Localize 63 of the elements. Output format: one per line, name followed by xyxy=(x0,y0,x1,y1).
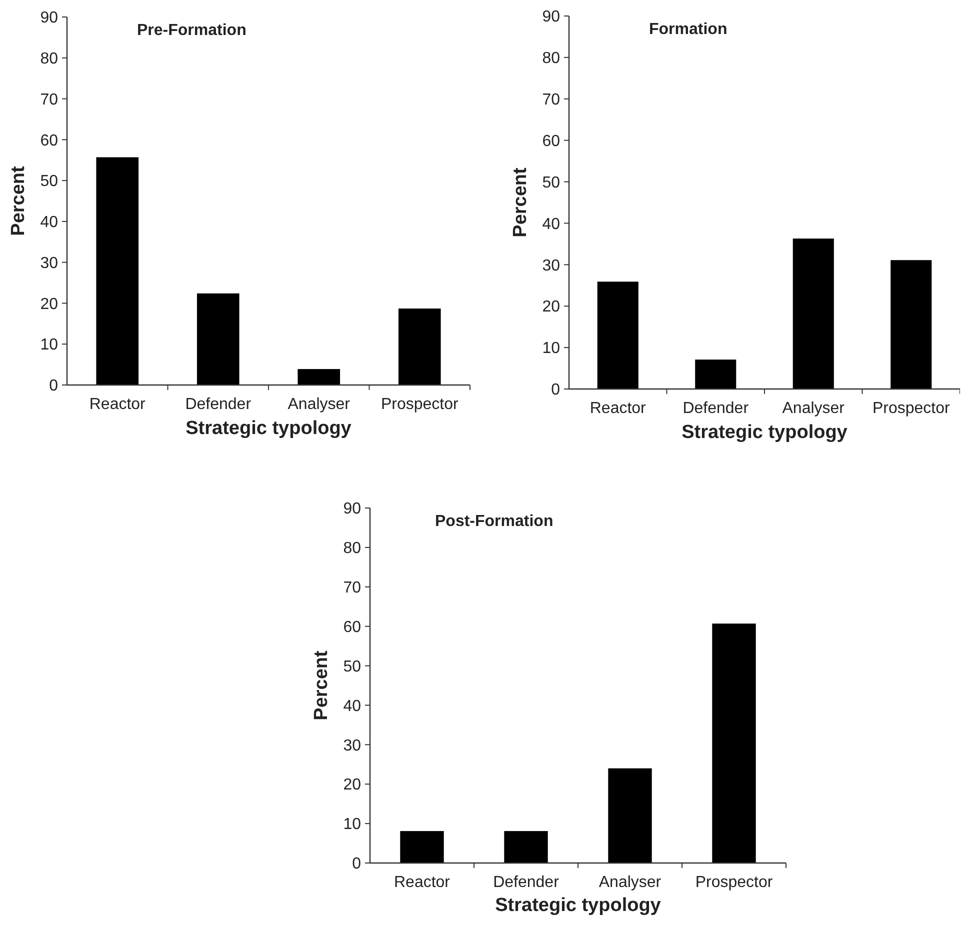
y-tick-label: 50 xyxy=(40,173,58,190)
bar xyxy=(196,293,240,385)
x-tick-label: Reactor xyxy=(394,874,451,891)
y-tick-label: 20 xyxy=(542,298,560,316)
y-tick-label: 0 xyxy=(352,856,362,873)
x-tick-label: Analyser xyxy=(288,396,351,413)
y-tick-label: 30 xyxy=(40,254,58,272)
y-axis-title: Percent xyxy=(311,650,332,720)
y-tick-label: 40 xyxy=(542,216,560,233)
y-tick-label: 20 xyxy=(343,776,362,794)
bar xyxy=(792,238,834,389)
y-tick-label: 90 xyxy=(40,10,58,27)
y-tick-label: 10 xyxy=(40,336,58,354)
y-tick-label: 80 xyxy=(40,50,58,68)
bar xyxy=(96,157,139,385)
x-tick-label: Analyser xyxy=(598,874,662,891)
x-tick-label: Defender xyxy=(682,400,750,417)
y-tick-label: 30 xyxy=(542,257,560,274)
y-tick-label: 80 xyxy=(542,50,560,68)
x-tick-label: Prospector xyxy=(695,874,774,891)
y-tick-label: 10 xyxy=(542,340,560,358)
y-tick-label: 60 xyxy=(343,618,362,636)
y-tick-label: 50 xyxy=(542,174,560,192)
x-axis-title: Strategic typology xyxy=(682,422,848,443)
bar xyxy=(400,831,444,863)
bar xyxy=(504,831,548,863)
chart-title: Formation xyxy=(649,21,728,38)
y-tick-label: 40 xyxy=(343,698,362,715)
bar xyxy=(695,360,736,389)
y-tick-label: 40 xyxy=(40,214,58,232)
y-tick-label: 0 xyxy=(551,382,560,399)
bar xyxy=(298,369,340,385)
x-axis-title: Strategic typology xyxy=(186,418,352,439)
bar xyxy=(608,768,652,863)
x-axis-title: Strategic typology xyxy=(495,895,662,916)
y-tick-label: 90 xyxy=(343,500,362,518)
x-tick-label: Prospector xyxy=(872,400,950,417)
y-tick-label: 50 xyxy=(343,658,362,676)
y-tick-label: 60 xyxy=(542,132,560,150)
y-tick-label: 70 xyxy=(542,91,560,108)
x-tick-label: Analyser xyxy=(782,400,846,417)
chart-title: Post-Formation xyxy=(435,513,554,530)
y-tick-label: 80 xyxy=(343,540,362,558)
bar xyxy=(597,282,638,389)
x-tick-label: Prospector xyxy=(380,396,459,413)
y-tick-label: 30 xyxy=(343,737,362,754)
x-tick-label: Defender xyxy=(493,874,560,891)
y-tick-label: 20 xyxy=(40,296,58,313)
x-tick-label: Reactor xyxy=(89,396,146,413)
y-tick-label: 70 xyxy=(40,91,58,108)
x-tick-label: Reactor xyxy=(590,400,647,417)
y-axis-title: Percent xyxy=(510,166,531,238)
chart-title: Pre-Formation xyxy=(137,22,246,39)
y-tick-label: 60 xyxy=(40,132,58,150)
y-tick-label: 0 xyxy=(49,378,58,395)
bar xyxy=(712,624,756,863)
y-tick-label: 90 xyxy=(542,8,560,26)
y-tick-label: 10 xyxy=(343,816,362,834)
y-tick-label: 70 xyxy=(343,579,362,596)
y-axis-title: Percent xyxy=(8,165,29,236)
bar xyxy=(890,260,932,389)
x-tick-label: Defender xyxy=(185,396,252,413)
bar xyxy=(398,308,441,385)
